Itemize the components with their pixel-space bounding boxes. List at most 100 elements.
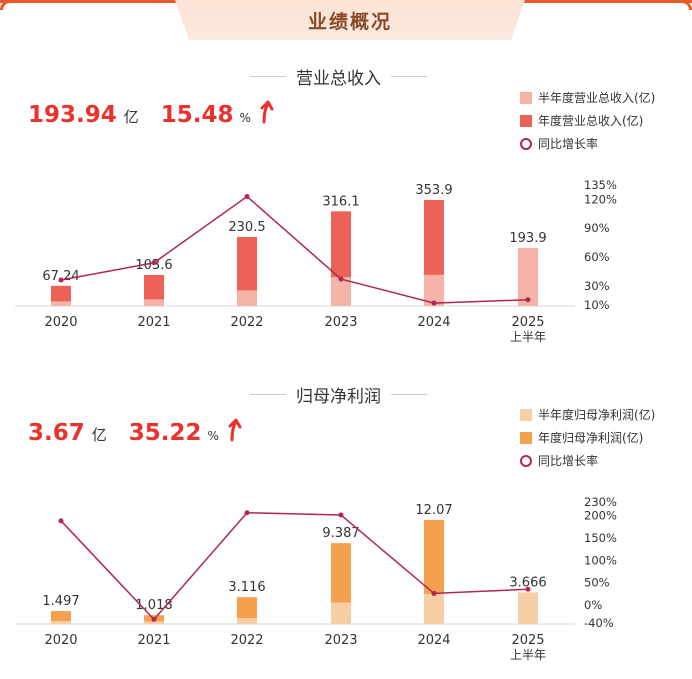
y-right-tick-label: 100% [584, 553, 617, 567]
growth-rate-point [525, 297, 531, 303]
bar-data-label: 9.387 [322, 526, 359, 541]
x-tick-label: 2023 [324, 315, 357, 330]
half-year-bar [237, 290, 257, 306]
up-arrow-icon [228, 418, 242, 442]
growth-rate-point [244, 194, 250, 200]
bar-data-label: 12.07 [415, 503, 452, 518]
legend-item: 同比增长率 [520, 449, 655, 472]
half-year-bar [51, 301, 71, 306]
legend-item: 年度归母净利润(亿) [520, 426, 655, 449]
profit-title: 归母净利润 [296, 387, 381, 407]
growth-rate-point [151, 260, 157, 266]
x-tick-sublabel: 上半年 [510, 330, 546, 344]
revenue-growth-value: 15.48 [160, 102, 234, 128]
profit-unit: 亿 [91, 426, 107, 444]
legend-line-marker [520, 454, 532, 467]
x-tick-label: 2021 [137, 633, 170, 648]
bar-data-label: 1.497 [42, 594, 79, 609]
legend-label: 同比增长率 [538, 454, 599, 468]
y-right-tick-label: 200% [584, 508, 617, 522]
legend-swatch [520, 91, 532, 104]
legend-item: 同比增长率 [520, 132, 655, 155]
half-year-bar [51, 620, 71, 624]
legend-label: 半年度营业总收入(亿) [538, 91, 656, 105]
growth-rate-line [60, 511, 529, 621]
annual-bar [51, 611, 71, 624]
page-title: 业绩概况 [307, 10, 392, 33]
annual-bar [237, 597, 257, 624]
legend-item: 半年度营业总收入(亿) [520, 86, 655, 109]
y-right-tick-label: 50% [584, 576, 610, 590]
half-year-bar [424, 274, 444, 306]
bar-data-label: 353.9 [415, 183, 452, 198]
profit-headline: 3.67 亿 35.22 % [28, 416, 243, 446]
y-right-tick-label: 150% [584, 531, 617, 545]
growth-rate-point [431, 300, 437, 306]
x-tick-label: 2023 [324, 633, 357, 648]
bar-data-label: 103.6 [135, 258, 172, 273]
legend-item: 半年度归母净利润(亿) [520, 403, 655, 426]
revenue-chart: 67.24 2020 103.6 2021 230.5 2022 316.1 2023 353.… [15, 178, 617, 344]
x-tick-label: 2022 [230, 315, 263, 330]
growth-rate-point [431, 590, 437, 596]
y-right-tick-label: 230% [584, 495, 617, 509]
growth-rate-point [58, 277, 64, 283]
annual-bar [51, 285, 71, 306]
legend-swatch [520, 431, 532, 444]
revenue-value: 193.94 [28, 102, 117, 128]
x-tick-label: 2022 [230, 633, 263, 648]
profit-growth-unit: % [207, 429, 219, 443]
title-divider-left [250, 394, 286, 395]
y-right-tick-label: 135% [584, 178, 617, 192]
profit-growth-value: 35.22 [128, 420, 202, 446]
y-right-tick-label: 30% [584, 279, 610, 293]
header-tab: 业绩概况 [175, 0, 525, 40]
half-year-bar [237, 617, 257, 624]
half-year-bar [331, 602, 351, 624]
legend-item: 年度营业总收入(亿) [520, 109, 655, 132]
y-right-tick-label: 120% [584, 192, 617, 206]
x-tick-label: 2024 [417, 633, 450, 648]
bar-data-label: 230.5 [228, 220, 265, 235]
title-divider-right [391, 394, 427, 395]
x-tick-label: 2024 [417, 315, 450, 330]
growth-rate-line [60, 195, 529, 304]
bar-data-label: 3.666 [509, 575, 546, 590]
frame-corner-right [682, 0, 692, 10]
revenue-headline: 193.94 亿 15.48 % [28, 98, 275, 128]
title-divider-left [250, 76, 286, 77]
growth-rate-point [151, 616, 157, 622]
legend-swatch [520, 114, 532, 127]
legend-label: 半年度归母净利润(亿) [538, 408, 656, 422]
growth-rate-point [244, 510, 250, 516]
y-right-tick-label: 60% [584, 250, 610, 264]
growth-rate-point [338, 276, 344, 282]
revenue-growth-unit: % [239, 111, 251, 125]
growth-rate-point [525, 586, 531, 592]
x-tick-label: 2025 [511, 315, 544, 330]
y-right-tick-label: 90% [584, 221, 610, 235]
annual-bar [144, 274, 164, 306]
profit-chart: 1.49720201.01820213.11620229.387202312.0… [15, 495, 617, 662]
profit-value: 3.67 [28, 420, 85, 446]
bar-data-label: 3.116 [228, 580, 265, 595]
legend-label: 同比增长率 [538, 137, 599, 151]
half-year-bar [518, 592, 538, 624]
legend-swatch [520, 408, 532, 421]
growth-rate-point [58, 518, 64, 524]
legend-line-marker [520, 137, 532, 150]
y-right-tick-label: 10% [584, 298, 610, 312]
half-year-bar [518, 247, 538, 306]
bar-data-label: 67.24 [42, 269, 79, 284]
bar-data-label: 193.9 [509, 231, 546, 246]
x-tick-label: 2020 [44, 315, 77, 330]
up-arrow-icon [260, 100, 274, 124]
x-tick-label: 2025 [511, 633, 544, 648]
revenue-title: 营业总收入 [296, 69, 381, 89]
half-year-bar [424, 593, 444, 624]
x-tick-label: 2021 [137, 315, 170, 330]
legend-label: 年度营业总收入(亿) [538, 114, 644, 128]
half-year-bar [144, 621, 164, 624]
legend-label: 年度归母净利润(亿) [538, 431, 644, 445]
growth-rate-point [338, 512, 344, 518]
